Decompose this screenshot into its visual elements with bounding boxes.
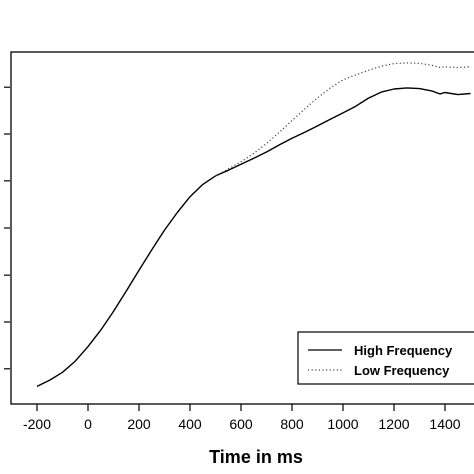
x-tick-label-2: 200 <box>127 416 151 432</box>
legend-box <box>297 331 474 385</box>
legend: High Frequency Low Frequency <box>297 331 474 385</box>
plot-frame <box>10 51 474 405</box>
series-line-high-frequency <box>36 87 471 388</box>
x-tick-label-6: 1000 <box>327 416 358 432</box>
x-tick-label-3: 400 <box>178 416 202 432</box>
x-tick-label-5: 800 <box>280 416 304 432</box>
y-axis-ticks <box>4 86 10 370</box>
x-tick-label-0: -200 <box>23 416 51 432</box>
x-tick-label-7: 1200 <box>378 416 409 432</box>
series-layer <box>36 62 471 388</box>
legend-label-low-frequency: Low Frequency <box>354 363 450 378</box>
series-line-low-frequency <box>215 62 471 177</box>
x-axis: -200 0 200 400 600 800 1000 1200 1400 <box>23 404 461 432</box>
x-tick-label-4: 600 <box>229 416 253 432</box>
x-axis-title: Time in ms <box>209 447 303 467</box>
x-tick-label-1: 0 <box>84 416 92 432</box>
x-tick-label-8: 1400 <box>429 416 460 432</box>
legend-label-high-frequency: High Frequency <box>354 343 453 358</box>
